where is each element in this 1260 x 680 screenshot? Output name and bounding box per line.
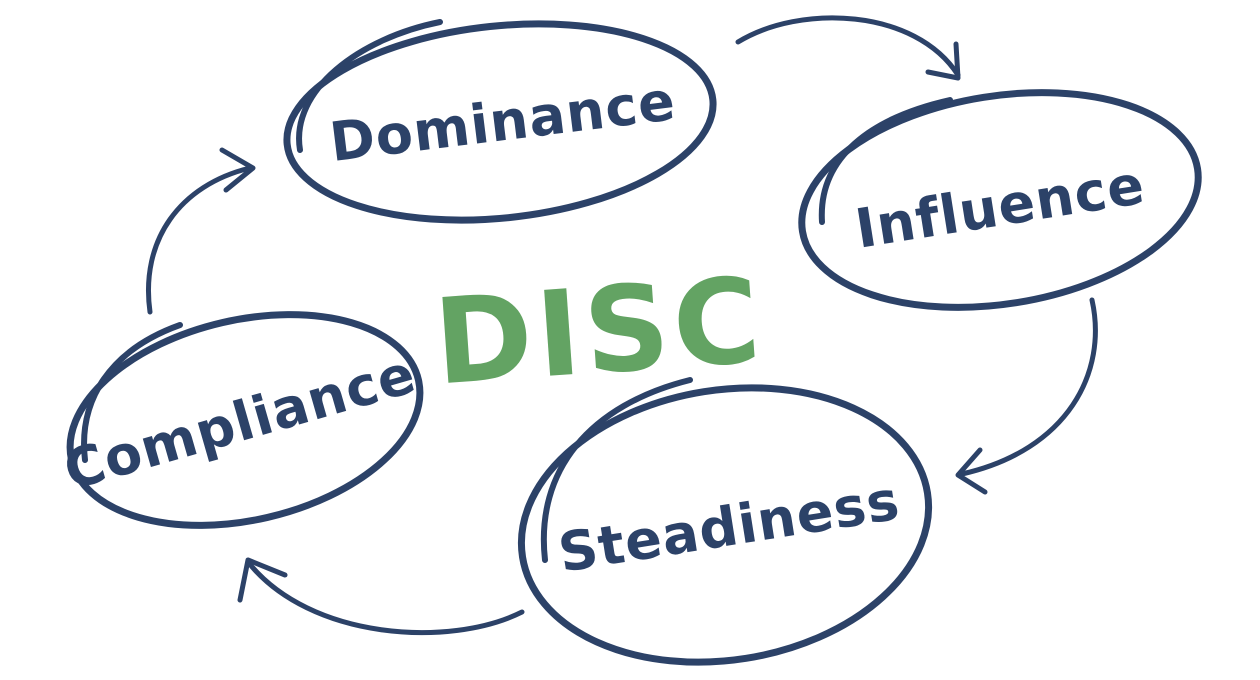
dominance-label: Dominance [326,69,679,174]
arrow-influence-to-steadiness [955,297,1098,495]
arrow-influence-to-steadiness-shaft [959,297,1098,477]
center-label-disc: DISC [430,251,768,412]
arrow-compliance-to-dominance-shaft [146,165,253,315]
compliance-ellipse-sketch-stroke [81,322,183,463]
arrow-steadiness-to-compliance-shaft [245,559,525,636]
arrow-influence-to-steadiness-head [955,447,988,495]
arrow-dominance-to-influence-shaft [735,15,961,78]
influence-ellipse [798,89,1202,311]
node-compliance: Compliance [57,311,424,529]
node-steadiness: Steadiness [517,377,933,666]
influence-ellipse-sketch-stroke [818,97,953,225]
node-influence: Influence [798,89,1202,311]
dominance-ellipse-sketch-stroke [296,19,443,153]
arrow-steadiness-to-compliance [237,557,525,636]
steadiness-ellipse-sketch-stroke [540,377,693,563]
arrow-dominance-to-influence [735,15,961,81]
arrow-compliance-to-dominance-head [219,147,256,193]
dominance-ellipse [283,20,717,224]
arrow-compliance-to-dominance [146,147,256,315]
influence-label: Influence [851,153,1149,261]
arrow-dominance-to-influence-head [925,41,961,81]
compliance-ellipse [66,311,424,529]
steadiness-label: Steadiness [554,469,904,585]
node-dominance: Dominance [283,19,717,224]
arrow-steadiness-to-compliance-head [237,557,288,603]
steadiness-ellipse [517,384,933,666]
